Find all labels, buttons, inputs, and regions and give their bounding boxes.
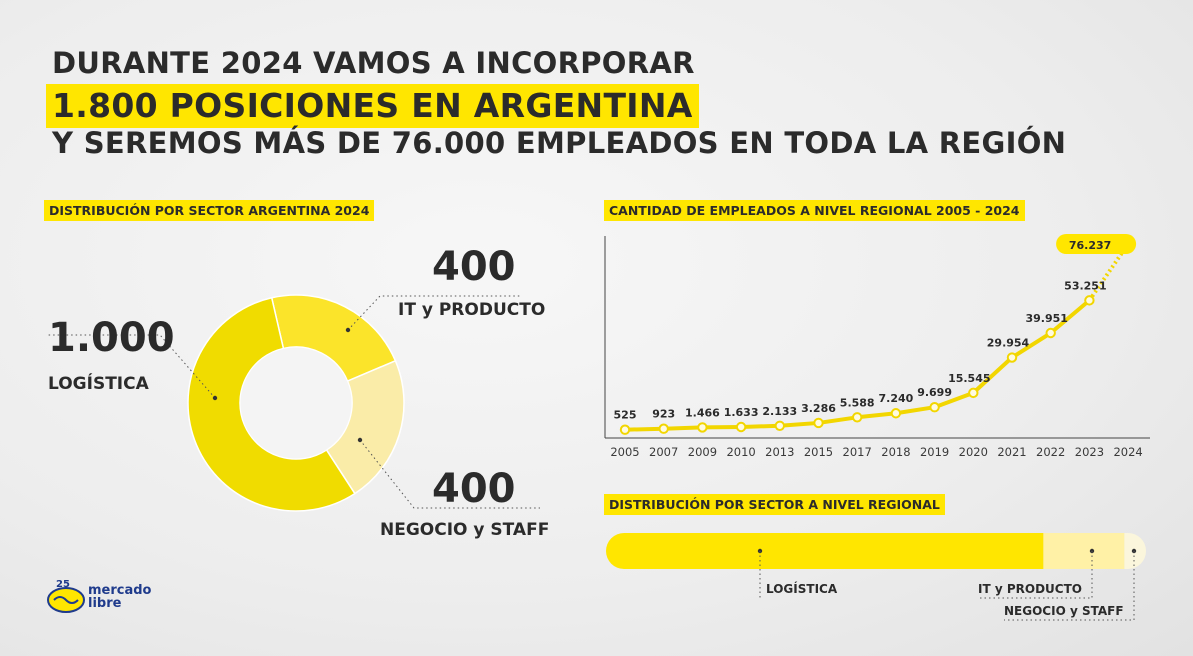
data-label: 39.951 (1025, 312, 1067, 325)
bar-title: DISTRIBUCIÓN POR SECTOR A NIVEL REGIONAL (604, 494, 945, 515)
x-tick-label: 2017 (843, 445, 872, 459)
highlight-badge (1056, 234, 1137, 254)
svg-text:25: 25 (56, 579, 70, 590)
x-tick-label: 2020 (959, 445, 988, 459)
slice-value-logistica: 1.000 (48, 315, 175, 361)
x-tick-label: 2007 (649, 445, 678, 459)
bar-label-logistica: LOGÍSTICA (766, 582, 838, 596)
data-label: 1.466 (685, 406, 720, 419)
data-point (890, 408, 902, 419)
headline-line-3: Y SEREMOS MÁS DE 76.000 EMPLEADOS EN TOD… (52, 126, 1067, 160)
data-label: 3.286 (801, 402, 836, 415)
bar-segment-negocio (1124, 533, 1146, 569)
data-point (1084, 295, 1095, 306)
slice-value-it: 400 (432, 244, 516, 290)
data-point (968, 387, 979, 399)
data-label: 525 (614, 409, 637, 422)
slice-label-logistica: LOGÍSTICA (48, 374, 149, 394)
data-label: 2.133 (762, 405, 797, 418)
bar-segment-logistica (606, 533, 1044, 569)
data-label: 15.545 (948, 372, 990, 385)
bar-label-it: IT y PRODUCTO (978, 582, 1082, 596)
data-label: 53.251 (1064, 279, 1106, 292)
data-point (697, 422, 708, 433)
data-label: 76.237 (1069, 239, 1111, 252)
x-tick-label: 2024 (1113, 445, 1142, 459)
x-tick-label: 2019 (920, 445, 949, 459)
data-point (813, 417, 824, 429)
x-tick-label: 2013 (765, 445, 794, 459)
donut-slice-negocio (325, 359, 405, 495)
data-label: 1.633 (724, 406, 759, 419)
series-line (624, 298, 1091, 432)
logo-text-libre: libre (88, 596, 122, 611)
logo-text-mercado: mercado (88, 583, 152, 598)
donut-slice-logistica (187, 296, 356, 512)
data-point (929, 402, 940, 413)
line-chart-title: CANTIDAD DE EMPLEADOS A NIVEL REGIONAL 2… (604, 200, 1025, 221)
handshake-logo-icon: 25 (47, 579, 85, 613)
data-point (619, 424, 631, 435)
donut-hole (240, 347, 352, 459)
x-tick-label: 2021 (997, 445, 1026, 459)
x-tick-label: 2010 (726, 445, 755, 459)
bar-label-negocio: NEGOCIO y STAFF (1004, 604, 1124, 618)
slice-label-negocio: NEGOCIO y STAFF (380, 520, 550, 540)
data-point (774, 420, 785, 431)
mercado-libre-logo: 25 mercado libre (46, 578, 152, 618)
x-tick-label: 2022 (1036, 445, 1065, 459)
x-tick-label: 2015 (804, 445, 833, 459)
data-point (658, 423, 669, 434)
x-tick-label: 2009 (688, 445, 717, 459)
headline-line-1: DURANTE 2024 VAMOS A INCORPORAR (52, 46, 695, 80)
donut-title: DISTRIBUCIÓN POR SECTOR ARGENTINA 2024 (44, 200, 375, 221)
data-point (1045, 327, 1056, 339)
data-label: 7.240 (879, 392, 914, 405)
data-label: 29.954 (987, 337, 1030, 350)
data-label: 9.699 (917, 386, 952, 399)
slice-label-it: IT y PRODUCTO (398, 300, 546, 320)
data-label: 923 (652, 408, 675, 421)
bar-segment-it (1043, 533, 1125, 569)
data-point (1006, 352, 1018, 363)
x-tick-label: 2018 (881, 445, 910, 459)
x-tick-label: 2023 (1075, 445, 1104, 459)
data-point (1122, 238, 1134, 250)
slice-value-negocio: 400 (432, 466, 516, 512)
series-line-projection (1087, 242, 1130, 302)
headline-line-2: 1.800 POSICIONES EN ARGENTINA (46, 84, 699, 128)
x-tick-label: 2005 (610, 445, 639, 459)
data-point (735, 421, 747, 433)
donut-slice-it (270, 294, 397, 383)
data-label: 5.588 (840, 396, 875, 409)
data-point (852, 412, 863, 423)
